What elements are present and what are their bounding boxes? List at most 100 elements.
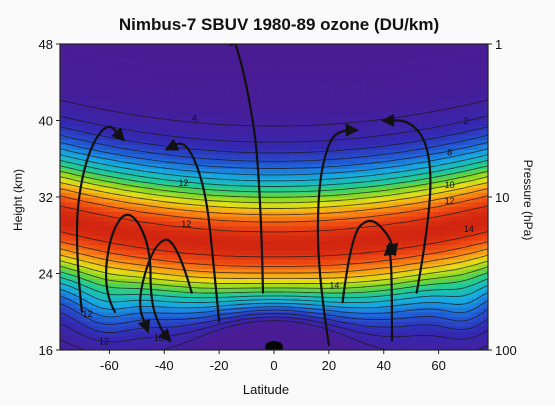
- heatmap-cell: [427, 302, 434, 308]
- heatmap-cell: [350, 330, 357, 337]
- heatmap-cell: [92, 139, 100, 146]
- heatmap-cell: [455, 125, 462, 131]
- heatmap-cell: [263, 206, 270, 212]
- heatmap-cell: [471, 110, 478, 117]
- heatmap-cell: [142, 125, 149, 131]
- heatmap-cell: [60, 244, 67, 251]
- heatmap-cell: [339, 96, 346, 102]
- heatmap-cell: [356, 158, 363, 165]
- heatmap-cell: [328, 139, 335, 146]
- heatmap-cell: [213, 206, 220, 212]
- heatmap-cell: [60, 220, 67, 227]
- heatmap-cell: [224, 345, 231, 350]
- heatmap-cell: [389, 82, 396, 88]
- heatmap-cell: [438, 77, 445, 83]
- heatmap-cell: [422, 134, 429, 141]
- heatmap-cell: [202, 249, 209, 255]
- heatmap-cell: [92, 268, 100, 275]
- heatmap-cell: [230, 345, 237, 350]
- heatmap-cell: [268, 187, 275, 193]
- heatmap-cell: [460, 211, 467, 217]
- heatmap-cell: [180, 311, 187, 318]
- heatmap-cell: [103, 153, 110, 160]
- heatmap-cell: [455, 144, 462, 150]
- heatmap-cell: [312, 225, 319, 232]
- heatmap-cell: [383, 63, 390, 69]
- heatmap-cell: [449, 63, 456, 69]
- heatmap-cell: [208, 330, 215, 337]
- heatmap-cell: [235, 44, 242, 50]
- heatmap-cell: [284, 216, 292, 222]
- heatmap-cell: [147, 187, 154, 193]
- heatmap-cell: [92, 96, 100, 102]
- heatmap-cell: [356, 340, 363, 346]
- heatmap-cell: [120, 263, 127, 270]
- heatmap-cell: [339, 149, 346, 155]
- heatmap-cell: [389, 187, 396, 193]
- heatmap-cell: [175, 306, 182, 313]
- heatmap-cell: [279, 96, 286, 102]
- heatmap-cell: [471, 278, 478, 284]
- heatmap-cell: [224, 211, 231, 217]
- heatmap-cell: [372, 235, 379, 241]
- heatmap-cell: [87, 306, 94, 313]
- heatmap-cell: [65, 287, 72, 294]
- heatmap-cell: [109, 87, 116, 93]
- heatmap-cell: [295, 144, 303, 150]
- heatmap-cell: [367, 91, 374, 98]
- heatmap-cell: [191, 53, 198, 59]
- heatmap-cell: [147, 216, 154, 222]
- heatmap-cell: [350, 206, 357, 212]
- heatmap-cell: [339, 335, 346, 342]
- heatmap-cell: [482, 149, 488, 155]
- heatmap-cell: [356, 311, 363, 318]
- heatmap-cell: [191, 139, 198, 146]
- heatmap-cell: [328, 235, 335, 241]
- heatmap-cell: [455, 187, 462, 193]
- heatmap-cell: [213, 53, 220, 59]
- heatmap-cell: [109, 259, 116, 265]
- heatmap-cell: [394, 326, 401, 332]
- heatmap-cell: [378, 44, 385, 50]
- heatmap-cell: [81, 139, 89, 146]
- heatmap-cell: [477, 58, 484, 64]
- heatmap-cell: [279, 244, 286, 251]
- heatmap-cell: [147, 225, 154, 232]
- heatmap-cell: [213, 96, 220, 102]
- heatmap-cell: [449, 306, 456, 313]
- heatmap-cell: [405, 311, 412, 318]
- heatmap-cell: [81, 58, 89, 64]
- heatmap-cell: [306, 168, 314, 174]
- heatmap-cell: [142, 244, 149, 251]
- heatmap-cell: [208, 144, 215, 150]
- heatmap-cell: [433, 58, 440, 64]
- heatmap-cell: [136, 125, 143, 131]
- heatmap-cell: [361, 163, 368, 169]
- heatmap-cell: [279, 130, 286, 136]
- heatmap-cell: [477, 67, 484, 74]
- heatmap-cell: [109, 149, 116, 155]
- heatmap-cell: [372, 297, 379, 303]
- heatmap-cell: [460, 44, 467, 50]
- heatmap-cell: [438, 230, 445, 236]
- heatmap-cell: [383, 130, 390, 136]
- heatmap-cell: [180, 335, 187, 342]
- heatmap-cell: [279, 225, 286, 232]
- heatmap-cell: [257, 335, 264, 342]
- heatmap-cell: [197, 115, 204, 122]
- heatmap-cell: [449, 106, 456, 112]
- heatmap-cell: [460, 216, 467, 222]
- heatmap-cell: [334, 106, 341, 112]
- heatmap-cell: [65, 139, 72, 146]
- heatmap-cell: [460, 115, 467, 122]
- heatmap-cell: [361, 326, 368, 332]
- heatmap-cell: [103, 244, 110, 251]
- heatmap-cell: [65, 273, 72, 279]
- heatmap-cell: [301, 311, 308, 318]
- heatmap-cell: [361, 287, 368, 294]
- heatmap-cell: [202, 283, 209, 289]
- heatmap-cell: [339, 244, 346, 251]
- heatmap-cell: [416, 197, 423, 203]
- heatmap-cell: [449, 225, 456, 232]
- heatmap-cell: [361, 63, 368, 69]
